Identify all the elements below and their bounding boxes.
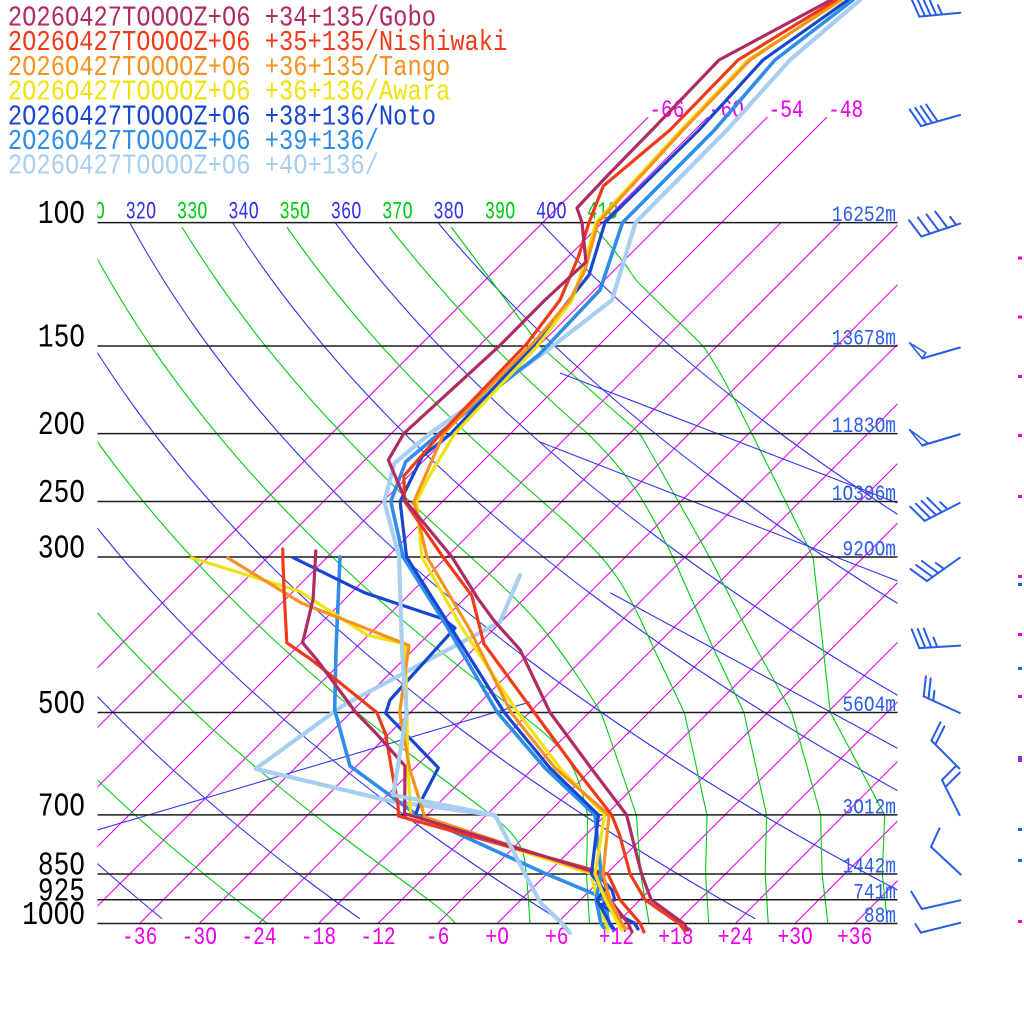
svg-text:-54: -54: [769, 96, 804, 125]
svg-text:-18: -18: [301, 923, 336, 952]
svg-text:+24: +24: [718, 923, 753, 952]
svg-text:15O: 15O: [38, 320, 85, 357]
svg-text:88m: 88m: [864, 903, 896, 929]
svg-text:5OO: 5OO: [38, 686, 85, 723]
svg-text:3OO: 3OO: [38, 531, 85, 568]
svg-text:1O396m: 1O396m: [832, 481, 896, 507]
svg-text:+O: +O: [485, 923, 509, 952]
svg-text:13678m: 13678m: [832, 326, 896, 352]
svg-text:1442m: 1442m: [843, 854, 897, 880]
svg-text:+3O: +3O: [777, 923, 812, 952]
svg-text:-6: -6: [426, 923, 450, 952]
svg-text:1OO: 1OO: [38, 196, 85, 233]
svg-text:-48: -48: [828, 96, 863, 125]
svg-text:25O: 25O: [38, 475, 85, 512]
svg-text:-3O: -3O: [182, 923, 217, 952]
svg-text:741m: 741m: [853, 879, 896, 905]
svg-text:16252m: 16252m: [832, 202, 896, 228]
svg-text:85O: 85O: [38, 848, 85, 885]
svg-text:2OO: 2OO: [38, 407, 85, 444]
svg-text:+18: +18: [658, 923, 693, 952]
svg-text:2O26O427TOOOOZ+O6 +4O+136/: 2O26O427TOOOOZ+O6 +4O+136/: [8, 150, 379, 183]
svg-text:56O4m: 56O4m: [843, 692, 897, 718]
svg-text:92OOm: 92OOm: [843, 537, 897, 563]
svg-text:3O12m: 3O12m: [843, 794, 897, 820]
svg-text:1183Om: 1183Om: [832, 413, 896, 439]
svg-text:-36: -36: [122, 923, 157, 952]
svg-text:-24: -24: [241, 923, 276, 952]
svg-text:-12: -12: [360, 923, 395, 952]
svg-text:7OO: 7OO: [38, 788, 85, 825]
